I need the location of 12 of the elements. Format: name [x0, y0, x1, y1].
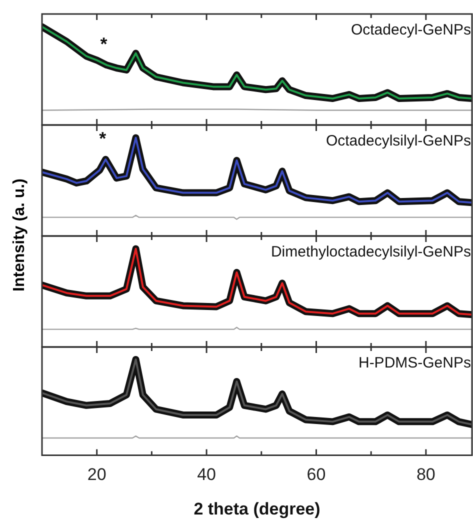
annotation: * [99, 128, 106, 148]
y-axis-title: Intensity (a. u.) [11, 178, 29, 294]
x-tick-label: 80 [416, 465, 436, 484]
x-axis-title: 2 theta (degree) [194, 499, 320, 518]
annotation: * [100, 34, 108, 54]
x-tick-label: 60 [306, 465, 326, 484]
annotation: Octadecylsilyl-GeNPs [326, 132, 471, 150]
annotation: Dimethyloctadecylsilyl-GeNPs [270, 244, 471, 261]
annotation: Octadecyl-GeNPs [350, 22, 471, 39]
x-tick-label: 20 [87, 465, 106, 484]
x-tick-label: 40 [197, 465, 216, 484]
annotation: H-PDMS-GeNPs [358, 354, 471, 372]
